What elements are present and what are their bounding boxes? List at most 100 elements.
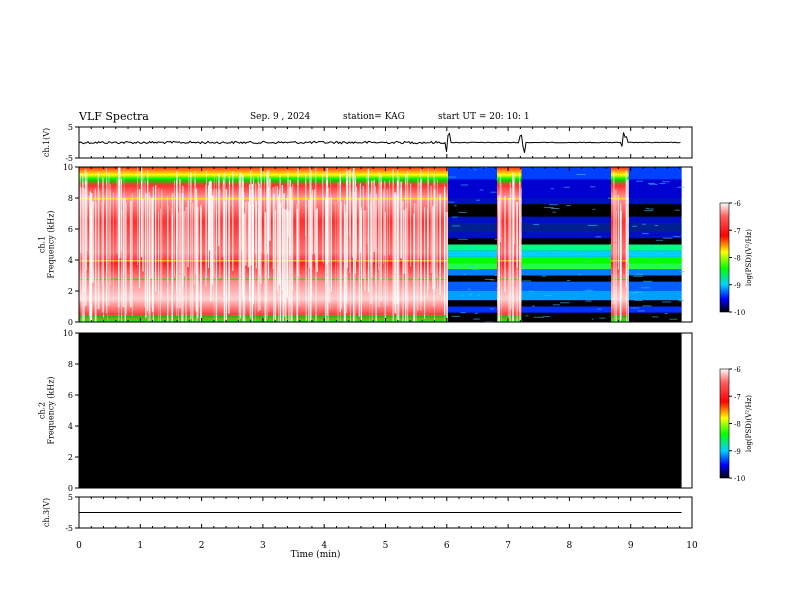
- speckle: [673, 236, 681, 238]
- spectrogram-segment-0: [79, 167, 450, 366]
- streak: [504, 196, 506, 293]
- streak: [276, 186, 278, 290]
- streak: [308, 200, 310, 346]
- speckle: [452, 216, 458, 218]
- streak: [102, 177, 104, 313]
- band: [628, 222, 682, 233]
- colorbar-label: log(PSD)(V²/Hz): [745, 395, 753, 452]
- speckle: [576, 174, 586, 175]
- streak: [439, 194, 441, 296]
- streak: [145, 193, 147, 318]
- streak: [305, 173, 307, 237]
- speckle: [649, 183, 658, 185]
- band: [448, 167, 498, 180]
- band: [628, 204, 682, 217]
- speckle: [642, 233, 649, 235]
- speckle: [552, 251, 562, 253]
- streak: [375, 186, 376, 285]
- streak: [512, 172, 514, 323]
- streak: [394, 192, 397, 314]
- streak: [354, 192, 355, 260]
- y-tick-label: 2: [68, 287, 73, 296]
- streak: [352, 171, 354, 258]
- streak: [415, 204, 417, 325]
- streak: [92, 200, 94, 283]
- streak: [190, 172, 192, 320]
- speckle: [541, 275, 547, 277]
- y-axis-label: ch.1(V): [42, 128, 51, 157]
- streak: [290, 187, 292, 329]
- streak: [108, 207, 110, 294]
- streak: [285, 209, 287, 362]
- streak: [252, 177, 255, 289]
- streak: [269, 178, 271, 241]
- x-tick-label: 1: [137, 541, 143, 551]
- streak: [179, 194, 181, 296]
- streak: [167, 205, 169, 348]
- streak: [621, 206, 622, 299]
- speckle: [674, 209, 680, 211]
- x-tick-label: 8: [567, 541, 573, 551]
- speckle: [550, 188, 554, 190]
- panel-ch2-spec: 0 2 4 6 8 10 ch.2 Frequency (kHz) -6 -7 -8 -9 -10 log…: [38, 329, 754, 493]
- x-tick-label: 10: [686, 541, 698, 551]
- speckle: [648, 245, 654, 247]
- streak: [210, 180, 212, 302]
- streak: [311, 198, 313, 270]
- y-tick-label: 5: [68, 493, 73, 502]
- streak: [434, 177, 436, 289]
- panel-ch1-spec: 0 2 4 6 8 10 ch.1 Frequency (kHz) -6 -7 -8 -9 -10 log…: [38, 163, 753, 366]
- streak: [286, 198, 288, 265]
- streak: [384, 212, 386, 363]
- streak: [150, 197, 153, 279]
- streak: [359, 183, 361, 253]
- band: [448, 281, 498, 291]
- speckle: [463, 273, 467, 275]
- streak: [123, 167, 125, 274]
- speckle: [641, 287, 651, 289]
- speckle: [641, 252, 645, 254]
- spectrogram-segment-2: [497, 167, 523, 350]
- streak: [436, 179, 438, 298]
- streak: [122, 198, 125, 307]
- streak: [147, 172, 149, 323]
- speckle: [453, 205, 457, 207]
- band: [521, 238, 612, 245]
- streak: [289, 180, 291, 256]
- speckle: [452, 266, 458, 268]
- streak: [514, 174, 516, 245]
- speckle: [655, 239, 664, 241]
- streak: [106, 168, 107, 314]
- streak: [228, 176, 230, 299]
- streak: [103, 199, 104, 318]
- speckle: [642, 305, 652, 307]
- streak: [417, 178, 419, 311]
- y-tick-label: 6: [68, 391, 73, 400]
- speckle: [680, 300, 684, 302]
- panel-ch3-wave: 5 -5 ch.3(V): [42, 493, 693, 533]
- streak: [615, 190, 617, 343]
- y-tick-label: 0: [68, 318, 73, 327]
- streak: [245, 201, 247, 266]
- streak: [519, 172, 520, 312]
- speckle: [560, 302, 570, 304]
- speckle: [474, 312, 479, 314]
- streak: [197, 206, 199, 319]
- colorbar-tick-label: -7: [734, 393, 741, 401]
- speckle: [635, 180, 644, 182]
- streak: [267, 170, 269, 254]
- streak: [249, 192, 251, 284]
- band: [521, 167, 612, 180]
- streak: [498, 195, 500, 339]
- streak: [315, 167, 317, 263]
- speckle: [676, 266, 683, 268]
- band: [611, 198, 629, 200]
- streak: [273, 194, 275, 325]
- streak: [121, 209, 123, 355]
- streak: [298, 200, 300, 306]
- speckle: [472, 269, 480, 271]
- band: [521, 250, 612, 257]
- speckle: [592, 208, 596, 210]
- trace-line: [78, 132, 681, 153]
- streak: [223, 174, 225, 303]
